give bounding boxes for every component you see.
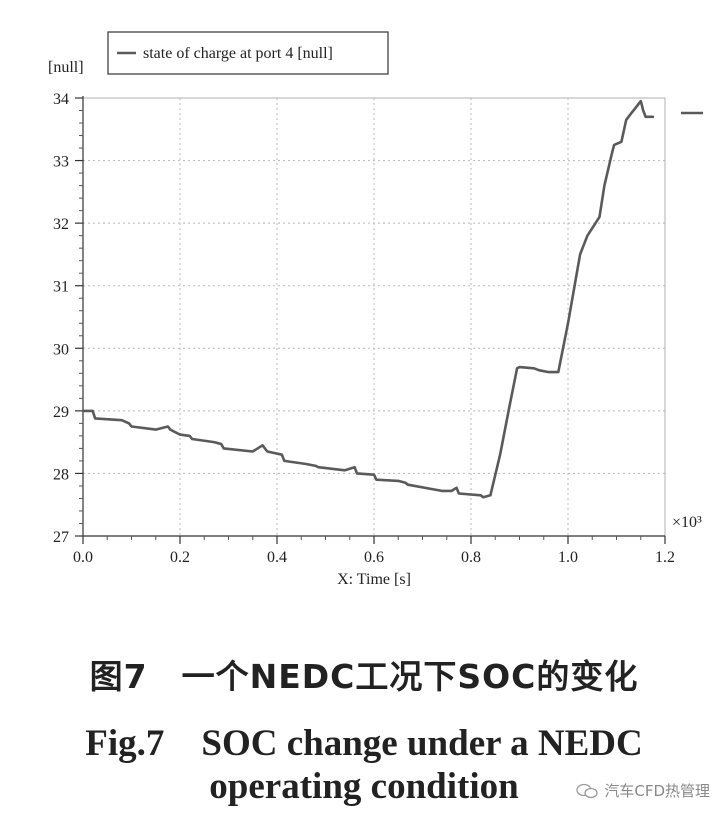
y-tick-label: 30 (53, 341, 69, 358)
figure-caption-cn: 图7 一个NEDC工况下SOC的变化 (89, 657, 639, 696)
x-tick-label: 0.2 (170, 549, 190, 566)
watermark: 汽车CFD热管理 (576, 780, 710, 801)
y-tick-label: 31 (53, 279, 69, 296)
x-tick-label: 0.0 (73, 549, 93, 566)
series-line (81, 99, 655, 499)
x-tick-label: 1.2 (655, 549, 675, 566)
chart: 27 28 29 30 31 32 33 34 0.0 0.2 0.4 0.6 0.8 1.0 1.2 [nu… (48, 31, 703, 588)
x-tick-label: 0.6 (364, 549, 384, 566)
figure-caption-en-line2: operating condition (209, 766, 519, 807)
x-tick-label: 1.0 (558, 549, 578, 566)
legend-label: state of charge at port 4 [null] (143, 45, 333, 62)
chart-area: 27 28 29 30 31 32 33 34 0.0 0.2 0.4 0.6 0.8 1.0 1.2 [nu… (48, 31, 703, 588)
x-tick-label: 0.4 (267, 549, 287, 566)
x-tick-label: 0.8 (461, 549, 481, 566)
x-multiplier-label: ×10³ (672, 514, 702, 531)
y-axis-label: [null] (48, 59, 84, 76)
x-axis-label: X: Time [s] (337, 571, 411, 588)
legend-box (107, 31, 389, 75)
y-tick-label: 28 (53, 466, 69, 483)
wechat-icon (576, 783, 598, 798)
y-tick-label: 32 (53, 216, 69, 233)
figure-caption-en-line1: Fig.7 SOC change under a NEDC (85, 723, 643, 764)
watermark-text: 汽车CFD热管理 (604, 782, 710, 800)
y-tick-label: 34 (53, 91, 69, 108)
y-tick-label: 29 (53, 404, 69, 421)
y-tick-label: 27 (53, 529, 69, 546)
y-tick-label: 33 (53, 154, 69, 171)
